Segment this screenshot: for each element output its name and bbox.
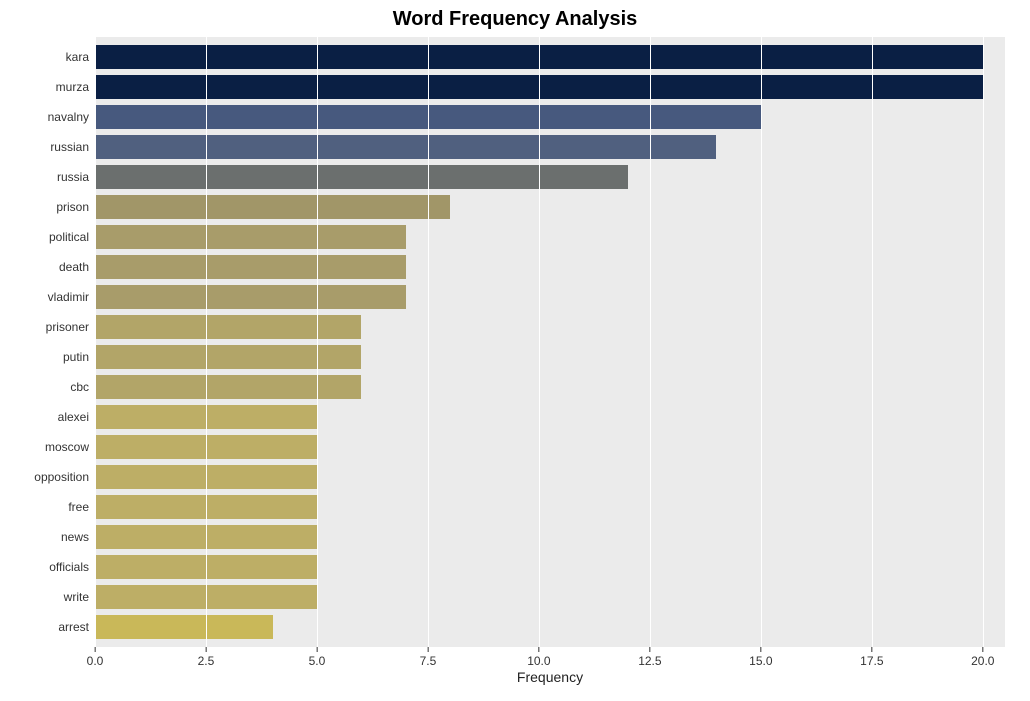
bar-row: alexei <box>95 402 1005 432</box>
y-axis-label: murza <box>56 80 89 94</box>
x-tick: 7.5 <box>420 647 437 668</box>
bar-row: prisoner <box>95 312 1005 342</box>
grid-line <box>983 37 984 647</box>
bar <box>95 285 406 308</box>
x-tick-mark <box>760 647 761 652</box>
y-axis-label: russia <box>57 170 89 184</box>
grid-line <box>761 37 762 647</box>
y-axis-label: prison <box>56 200 89 214</box>
bars-group: karamurzanavalnyrussianrussiaprisonpolit… <box>95 37 1005 647</box>
x-tick-mark <box>649 647 650 652</box>
x-tick: 5.0 <box>309 647 326 668</box>
bar <box>95 225 406 248</box>
bar <box>95 135 716 158</box>
bar-row: russian <box>95 132 1005 162</box>
y-axis-label: vladimir <box>48 290 89 304</box>
grid-line <box>539 37 540 647</box>
y-axis-label: moscow <box>45 440 89 454</box>
grid-line <box>317 37 318 647</box>
bar-row: murza <box>95 72 1005 102</box>
y-axis-label: kara <box>66 50 89 64</box>
y-axis-label: political <box>49 230 89 244</box>
bar-row: navalny <box>95 102 1005 132</box>
x-tick-label: 17.5 <box>860 654 883 668</box>
x-axis-title: Frequency <box>95 669 1005 685</box>
bar <box>95 255 406 278</box>
bar <box>95 315 361 338</box>
x-tick-mark <box>538 647 539 652</box>
grid-line <box>872 37 873 647</box>
x-tick-label: 15.0 <box>749 654 772 668</box>
y-axis-label: write <box>64 590 89 604</box>
bar <box>95 165 628 188</box>
plot-area: karamurzanavalnyrussianrussiaprisonpolit… <box>95 37 1005 647</box>
grid-line <box>206 37 207 647</box>
x-tick: 20.0 <box>971 647 994 668</box>
bar-row: kara <box>95 42 1005 72</box>
y-axis-label: alexei <box>58 410 89 424</box>
y-axis-label: death <box>59 260 89 274</box>
x-tick: 12.5 <box>638 647 661 668</box>
bar-row: vladimir <box>95 282 1005 312</box>
bar-row: free <box>95 492 1005 522</box>
bar-row: write <box>95 582 1005 612</box>
y-axis-label: free <box>68 500 89 514</box>
x-tick-mark <box>982 647 983 652</box>
x-tick-mark <box>871 647 872 652</box>
bar-row: russia <box>95 162 1005 192</box>
bar-row: death <box>95 252 1005 282</box>
bar-row: moscow <box>95 432 1005 462</box>
x-tick-mark <box>427 647 428 652</box>
x-tick-label: 0.0 <box>87 654 104 668</box>
bar-row: news <box>95 522 1005 552</box>
x-tick-label: 20.0 <box>971 654 994 668</box>
bar-row: putin <box>95 342 1005 372</box>
bar <box>95 615 273 638</box>
y-axis-label: officials <box>49 560 89 574</box>
x-tick-label: 10.0 <box>527 654 550 668</box>
chart-title: Word Frequency Analysis <box>10 8 1020 31</box>
bar-row: opposition <box>95 462 1005 492</box>
bar-row: cbc <box>95 372 1005 402</box>
bar-row: officials <box>95 552 1005 582</box>
x-tick: 17.5 <box>860 647 883 668</box>
x-tick: 0.0 <box>87 647 104 668</box>
y-axis-label: news <box>61 530 89 544</box>
y-axis-label: prisoner <box>46 320 89 334</box>
y-axis-label: opposition <box>34 470 89 484</box>
x-tick-label: 2.5 <box>198 654 215 668</box>
x-tick: 2.5 <box>198 647 215 668</box>
x-axis: Frequency 0.02.55.07.510.012.515.017.520… <box>95 647 1005 687</box>
bar <box>95 345 361 368</box>
bar <box>95 375 361 398</box>
bar-row: prison <box>95 192 1005 222</box>
x-tick: 10.0 <box>527 647 550 668</box>
grid-line <box>428 37 429 647</box>
chart-container: Word Frequency Analysis karamurzanavalny… <box>0 0 1030 701</box>
y-axis-label: cbc <box>70 380 89 394</box>
y-axis-label: russian <box>50 140 89 154</box>
x-tick: 15.0 <box>749 647 772 668</box>
y-axis-label: arrest <box>58 620 89 634</box>
x-tick-mark <box>205 647 206 652</box>
x-tick-label: 12.5 <box>638 654 661 668</box>
y-axis-label: putin <box>63 350 89 364</box>
grid-line <box>95 37 96 647</box>
x-tick-mark <box>316 647 317 652</box>
bar <box>95 195 450 218</box>
x-tick-mark <box>95 647 96 652</box>
y-axis-label: navalny <box>48 110 89 124</box>
x-tick-label: 5.0 <box>309 654 326 668</box>
x-tick-label: 7.5 <box>420 654 437 668</box>
grid-line <box>650 37 651 647</box>
bar-row: arrest <box>95 612 1005 642</box>
bar-row: political <box>95 222 1005 252</box>
